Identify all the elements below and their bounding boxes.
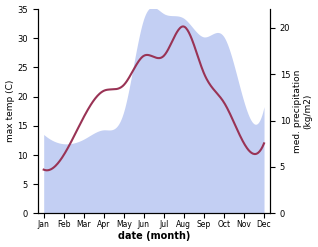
Y-axis label: med. precipitation
(kg/m2): med. precipitation (kg/m2) (293, 70, 313, 153)
X-axis label: date (month): date (month) (118, 231, 190, 242)
Y-axis label: max temp (C): max temp (C) (5, 80, 15, 143)
